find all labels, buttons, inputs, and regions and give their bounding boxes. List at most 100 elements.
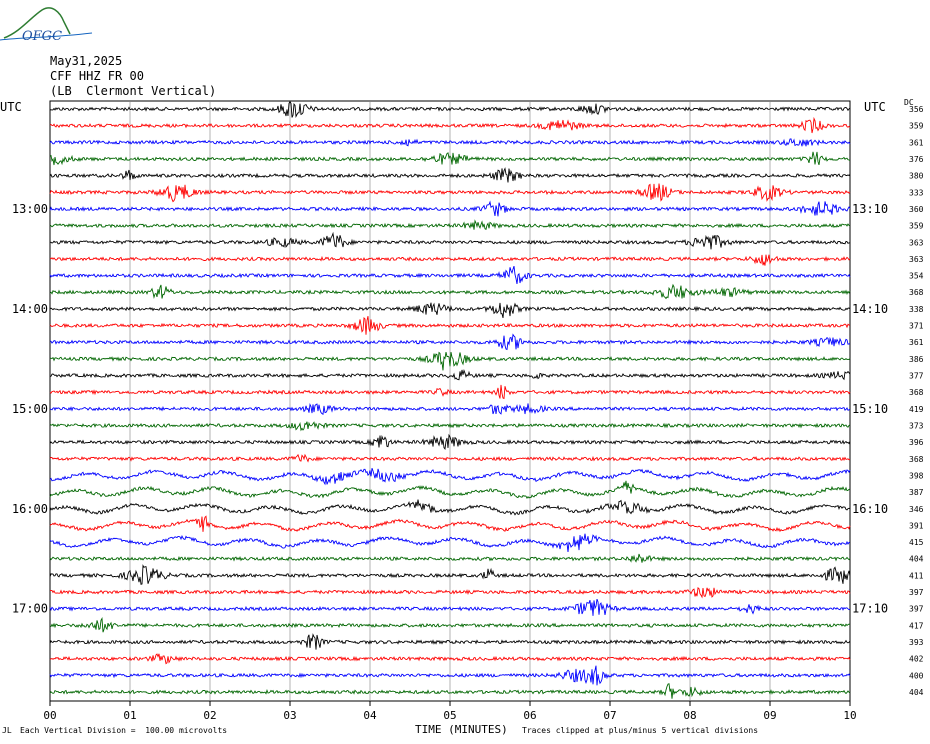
- x-axis-title: TIME (MINUTES): [415, 723, 508, 736]
- x-tick-label: 02: [203, 709, 216, 722]
- left-time-label: 15:00: [12, 402, 48, 416]
- dc-offset-label: 415: [909, 538, 924, 547]
- trace-row-15: [49, 333, 851, 351]
- dc-offset-label: 411: [909, 571, 924, 580]
- date-label: May31,2025: [50, 54, 123, 68]
- x-tick-label: 01: [123, 709, 136, 722]
- x-tick-label: 08: [683, 709, 696, 722]
- right-time-label: 14:10: [852, 302, 888, 316]
- x-tick-label: 09: [763, 709, 776, 722]
- dc-offset-label: 333: [909, 188, 924, 197]
- trace-row-4: [49, 151, 851, 166]
- x-tick-label: 03: [283, 709, 296, 722]
- trace-row-3: [49, 138, 851, 147]
- trace-row-36: [49, 683, 851, 699]
- dc-offset-label: 363: [909, 255, 924, 264]
- x-tick-label: 04: [363, 709, 377, 722]
- x-ticks-group: 00 01 02 03 04 05 06 07 08 09 10: [43, 701, 857, 722]
- left-time-label: 16:00: [12, 502, 48, 516]
- row-labels-group: 13:00 14:00 15:00 16:00 17:00 13:10 14:10 15:10…: [12, 105, 924, 697]
- dc-offset-label: 368: [909, 388, 924, 397]
- dc-offset-label: 393: [909, 638, 924, 647]
- trace-row-13: [49, 302, 851, 319]
- trace-row-34: [49, 653, 851, 665]
- trace-row-5: [49, 167, 851, 183]
- right-time-label: 13:10: [852, 202, 888, 216]
- x-tick-label: 07: [603, 709, 616, 722]
- x-tick-label: 06: [523, 709, 536, 722]
- x-tick-label: 10: [843, 709, 856, 722]
- trace-row-14: [49, 315, 851, 335]
- dc-offset-label: 359: [909, 122, 924, 131]
- utc-right-label: UTC: [864, 100, 886, 114]
- trace-row-31: [49, 598, 851, 616]
- dc-offset-label: 398: [909, 471, 924, 480]
- trace-row-10: [49, 254, 851, 266]
- corner-mark: JL: [2, 726, 12, 735]
- trace-row-25: [49, 499, 851, 516]
- trace-row-24: [49, 480, 851, 499]
- scale-note: Each Vertical Division = 100.00 microvol…: [20, 726, 228, 735]
- dc-offset-label: 419: [909, 405, 924, 414]
- location-label: (LB Clermont Vertical): [50, 84, 217, 98]
- trace-row-12: [49, 283, 851, 300]
- ofgc-logo: OFGC: [0, 7, 93, 44]
- dc-offset-label: 397: [909, 605, 924, 614]
- trace-row-17: [49, 368, 851, 381]
- dc-offset-label: 386: [909, 355, 924, 364]
- trace-row-22: [49, 453, 851, 463]
- dc-offset-label: 380: [909, 172, 924, 181]
- trace-row-19: [49, 402, 851, 415]
- trace-row-2: [49, 116, 851, 134]
- left-time-label: 14:00: [12, 302, 48, 316]
- dc-offset-label: 368: [909, 288, 924, 297]
- dc-offset-label: 376: [909, 155, 924, 164]
- trace-row-32: [49, 616, 851, 633]
- right-time-label: 17:10: [852, 602, 888, 616]
- trace-row-35: [49, 665, 851, 686]
- trace-row-29: [49, 564, 851, 585]
- trace-row-23: [49, 468, 851, 486]
- dc-offset-label: 377: [909, 372, 924, 381]
- trace-row-7: [49, 200, 851, 217]
- dc-offset-label: 373: [909, 421, 924, 430]
- dc-offset-label: 402: [909, 655, 924, 664]
- left-time-label: 17:00: [12, 602, 48, 616]
- x-tick-label: 05: [443, 709, 456, 722]
- dc-offset-label: 361: [909, 338, 924, 347]
- traces-group: [49, 100, 851, 699]
- trace-row-30: [49, 586, 851, 599]
- trace-row-9: [49, 231, 851, 250]
- dc-offset-label: 400: [909, 671, 924, 680]
- right-time-label: 16:10: [852, 502, 888, 516]
- dc-offset-label: 346: [909, 505, 924, 514]
- left-time-label: 13:00: [12, 202, 48, 216]
- dc-offset-label: 356: [909, 105, 924, 114]
- trace-row-21: [49, 433, 851, 450]
- right-time-label: 15:10: [852, 402, 888, 416]
- trace-row-6: [49, 183, 851, 203]
- trace-row-33: [49, 633, 851, 650]
- dc-offset-label: 338: [909, 305, 924, 314]
- dc-offset-label: 359: [909, 222, 924, 231]
- trace-row-20: [49, 421, 851, 432]
- dc-offset-label: 360: [909, 205, 924, 214]
- trace-row-26: [49, 515, 851, 533]
- dc-label: DC: [904, 98, 914, 107]
- dc-offset-label: 397: [909, 588, 924, 597]
- station-label: CFF HHZ FR 00: [50, 69, 144, 83]
- trace-row-28: [49, 553, 851, 563]
- dc-offset-label: 404: [909, 688, 924, 697]
- dc-offset-label: 391: [909, 521, 924, 530]
- dc-offset-label: 363: [909, 238, 924, 247]
- dc-offset-label: 417: [909, 621, 924, 630]
- trace-row-18: [49, 384, 851, 400]
- dc-offset-label: 387: [909, 488, 924, 497]
- trace-row-11: [49, 265, 851, 284]
- dc-offset-label: 371: [909, 322, 924, 331]
- trace-row-8: [49, 219, 851, 230]
- trace-row-1: [49, 100, 851, 118]
- dc-offset-label: 404: [909, 555, 924, 564]
- dc-offset-label: 368: [909, 455, 924, 464]
